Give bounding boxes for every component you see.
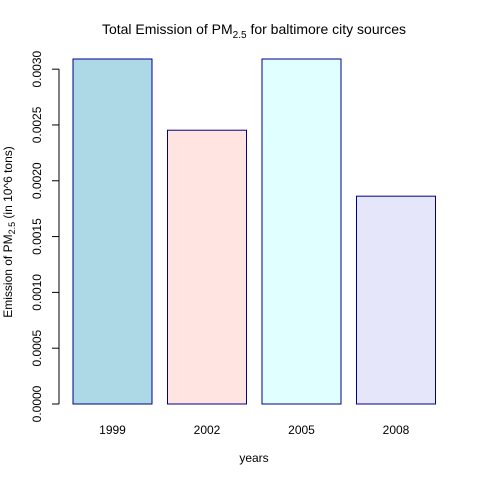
y-tick-label: 0.0030 [30,50,44,87]
x-axis-label: years [239,451,268,465]
y-axis: 0.0000 0.0005 0.0010 0.0015 0.0020 0.0025 0.00… [30,50,60,422]
bar-2002 [167,129,247,405]
y-tick-label: 0.0005 [30,330,44,367]
chart-title-main: Total Emission of PM [102,21,233,37]
x-tick-label-2002: 2002 [194,423,221,437]
bar-2008 [356,195,436,405]
y-tick-label: 0.0015 [30,218,44,255]
x-tick-label-2005: 2005 [288,423,315,437]
y-axis-label-suffix: (in 10^6 tons) [1,146,15,222]
y-tick-label: 0.0010 [30,274,44,311]
chart-title-subscript: 2.5 [233,30,247,41]
chart-title: Total Emission of PM2.5 for baltimore ci… [102,21,406,41]
chart-title-suffix: for baltimore city sources [247,21,407,37]
y-tick-label: 0.0000 [30,385,44,422]
x-tick-label-1999: 1999 [99,423,126,437]
bar-1999 [72,58,153,405]
bars [72,58,436,405]
y-tick-label: 0.0025 [30,106,44,143]
y-axis-label-subscript: 2.5 [7,222,17,235]
x-tick-label-2008: 2008 [383,423,410,437]
x-axis-category-labels: 1999 2002 2005 2008 [99,423,410,437]
bar-2005 [261,58,342,405]
y-axis-label-main: Emission of PM [1,234,15,317]
y-axis-label: Emission of PM2.5 (in 10^6 tons) [1,146,17,318]
y-tick-label: 0.0020 [30,162,44,199]
